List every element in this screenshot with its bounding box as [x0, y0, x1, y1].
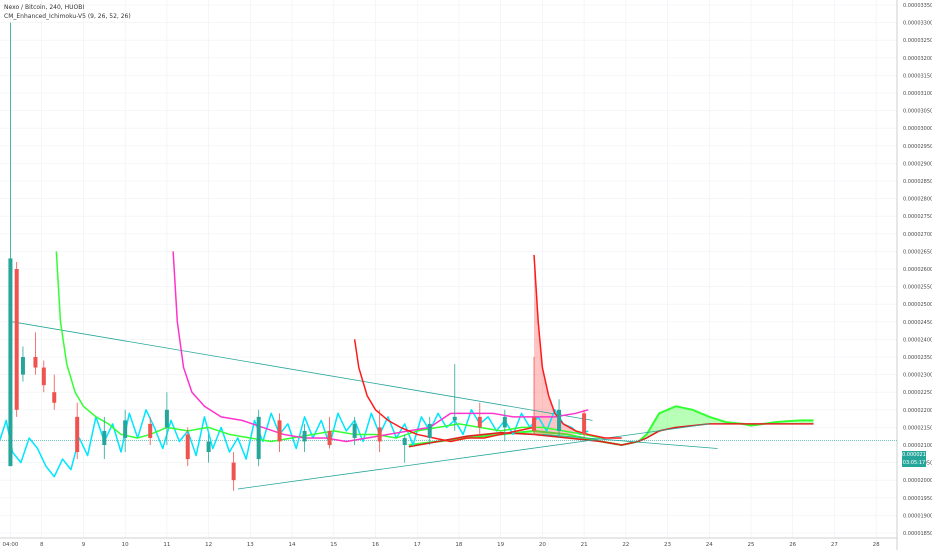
candle-body[interactable]: [123, 420, 128, 438]
candle-body[interactable]: [427, 423, 432, 438]
candle-body[interactable]: [14, 269, 19, 410]
cyan-line-series: [0, 409, 589, 478]
y-tick-label: 0.00002400: [903, 337, 932, 343]
y-tick-label: 0.00003200: [903, 56, 932, 62]
y-tick-label: 0.00001900: [903, 513, 932, 519]
candle-body[interactable]: [377, 427, 382, 442]
trend-line[interactable]: [12, 321, 593, 421]
symbol-legend: Nexo / Bitcoin, 240, HUOBI: [4, 4, 85, 11]
y-tick-label: 0.00002300: [903, 373, 932, 379]
candle-body[interactable]: [33, 357, 38, 368]
x-tick-label: 17: [414, 542, 421, 548]
x-tick-label: 11: [163, 542, 170, 548]
candle-body[interactable]: [185, 434, 190, 460]
x-tick-label: 21: [581, 542, 588, 548]
x-tick-label: 22: [622, 542, 629, 548]
current-price-label: 0.00002113: [902, 451, 932, 459]
y-tick-label: 0.00001950: [903, 496, 932, 502]
y-tick-label: 0.00002650: [903, 249, 932, 255]
x-tick-label: 13: [247, 542, 254, 548]
x-tick-label: 8: [40, 542, 44, 548]
cloud-span-a: [408, 405, 814, 447]
red-line-series: [353, 339, 535, 443]
candle-body[interactable]: [327, 430, 332, 445]
candle-body[interactable]: [148, 423, 153, 438]
countdown-label: 03:05:17: [902, 459, 926, 467]
y-tick-label: 0.00002500: [903, 302, 932, 308]
y-tick-label: 0.00002350: [903, 355, 932, 361]
candle-body[interactable]: [582, 413, 587, 435]
y-tick-label: 0.00003300: [903, 21, 932, 27]
candle-body[interactable]: [20, 357, 25, 375]
y-tick-label: 0.00003100: [903, 91, 932, 97]
candle-body[interactable]: [256, 416, 261, 460]
candle-body[interactable]: [352, 423, 357, 438]
y-tick-label: 0.00002600: [903, 267, 932, 273]
x-tick-label: 04:00: [3, 542, 19, 548]
y-tick-label: 0.00003350: [903, 3, 932, 9]
y-tick-label: 0.00002950: [903, 144, 932, 150]
x-tick-label: 25: [747, 542, 754, 548]
red-spike-fill: [534, 254, 576, 435]
candle-body[interactable]: [302, 430, 307, 442]
x-tick-label: 18: [455, 542, 462, 548]
candle-body[interactable]: [532, 416, 537, 431]
candle-body[interactable]: [206, 441, 211, 453]
y-tick-label: 0.00003050: [903, 109, 932, 115]
y-tick-label: 0.00002700: [903, 232, 932, 238]
y-tick-label: 0.00002000: [903, 478, 932, 484]
y-tick-label: 0.00002750: [903, 214, 932, 220]
y-tick-label: 0.00002850: [903, 179, 932, 185]
y-tick-label: 0.00002450: [903, 320, 932, 326]
y-tick-label: 0.00002250: [903, 390, 932, 396]
y-tick-label: 0.00002550: [903, 285, 932, 291]
cloud-span-b: [408, 423, 814, 448]
candle-body[interactable]: [41, 367, 46, 386]
candle-body[interactable]: [477, 416, 482, 428]
x-tick-label: 23: [664, 542, 671, 548]
magenta-line-series: [172, 251, 589, 443]
x-tick-label: 14: [289, 542, 296, 548]
x-tick-label: 24: [706, 542, 713, 548]
candle-body[interactable]: [557, 409, 562, 431]
candle-body[interactable]: [231, 462, 236, 481]
y-tick-label: 0.00003000: [903, 126, 932, 132]
candle-body[interactable]: [502, 416, 507, 428]
candle-body[interactable]: [102, 430, 107, 445]
x-tick-label: 20: [539, 542, 546, 548]
x-tick-label: 12: [205, 542, 212, 548]
x-tick-label: 28: [873, 542, 880, 548]
y-tick-label: 0.00003250: [903, 38, 932, 44]
x-tick-label: 15: [330, 542, 337, 548]
y-tick-label: 0.00002200: [903, 408, 932, 414]
x-tick-label: 27: [831, 542, 838, 548]
y-tick-label: 0.00002800: [903, 197, 932, 203]
candle-body[interactable]: [75, 416, 80, 453]
y-tick-label: 0.00001850: [903, 531, 932, 537]
y-tick-label: 0.00002100: [903, 443, 932, 449]
candle-body[interactable]: [52, 392, 57, 403]
x-tick-label: 26: [789, 542, 796, 548]
y-tick-label: 0.00002150: [903, 425, 932, 431]
x-tick-label: 19: [497, 542, 504, 548]
trend-line[interactable]: [237, 423, 710, 490]
candle-body[interactable]: [164, 409, 169, 428]
candle-body[interactable]: [452, 416, 457, 421]
indicator-legend: CM_Enhanced_Ichimoku-V5 (9, 26, 52, 26): [4, 13, 131, 20]
y-tick-label: 0.00002900: [903, 161, 932, 167]
x-tick-label: 10: [122, 542, 129, 548]
candle-body[interactable]: [277, 420, 282, 442]
x-tick-label: 9: [82, 542, 86, 548]
green-line-series: [55, 251, 601, 443]
x-tick-label: 16: [372, 542, 379, 548]
candle-body[interactable]: [8, 258, 13, 467]
trend-line[interactable]: [542, 434, 718, 449]
y-tick-label: 0.00003150: [903, 73, 932, 79]
candle-body[interactable]: [402, 437, 407, 445]
